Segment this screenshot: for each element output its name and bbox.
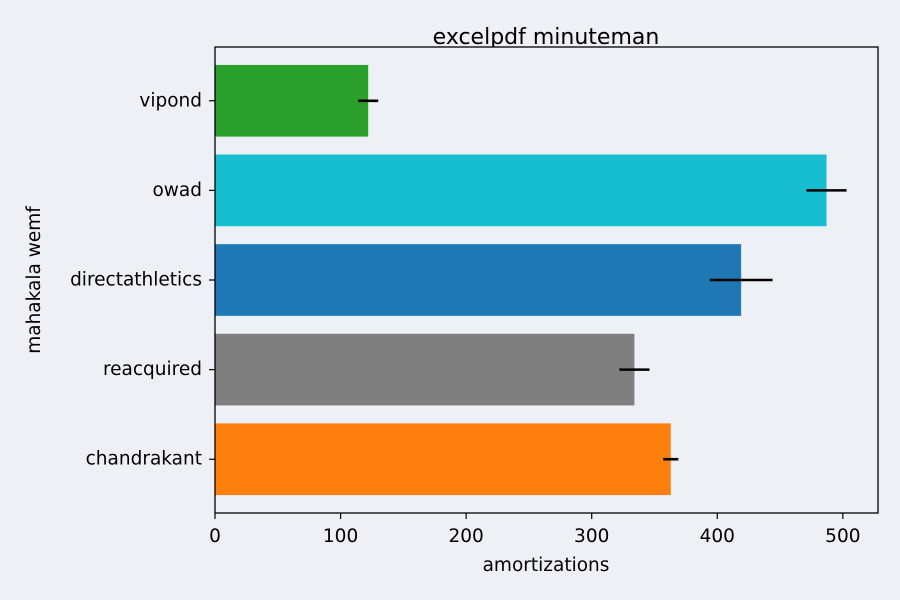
- y-tick-label: reacquired: [103, 359, 202, 380]
- bar-directathletics: [215, 244, 742, 316]
- error-bars-group: [358, 99, 847, 461]
- bar-owad: [215, 154, 827, 227]
- y-tick-label: directathletics: [70, 270, 202, 291]
- x-tick-label: 0: [209, 526, 221, 547]
- y-tick-label: owad: [152, 180, 202, 201]
- x-axis-label: amortizations: [483, 555, 610, 576]
- x-tick-label: 100: [323, 526, 358, 547]
- x-tick-label: 200: [448, 526, 483, 547]
- bar-vipond: [215, 64, 369, 137]
- x-tick-label: 400: [700, 526, 735, 547]
- x-tick-label: 500: [825, 526, 860, 547]
- bars-group: [215, 64, 827, 496]
- x-tick-label: 300: [574, 526, 609, 547]
- chart-title: excelpdf minuteman: [433, 25, 660, 50]
- bar-chandrakant: [215, 423, 671, 496]
- x-axis-ticks: 0 100 200 300 400 500: [209, 513, 860, 547]
- y-axis-ticks: chandrakant reacquired directathletics owad…: [70, 90, 215, 470]
- y-tick-label: vipond: [139, 90, 202, 111]
- y-axis-label: mahakala wemf: [24, 206, 45, 354]
- bar-reacquired: [215, 333, 635, 406]
- y-tick-label: chandrakant: [86, 449, 202, 470]
